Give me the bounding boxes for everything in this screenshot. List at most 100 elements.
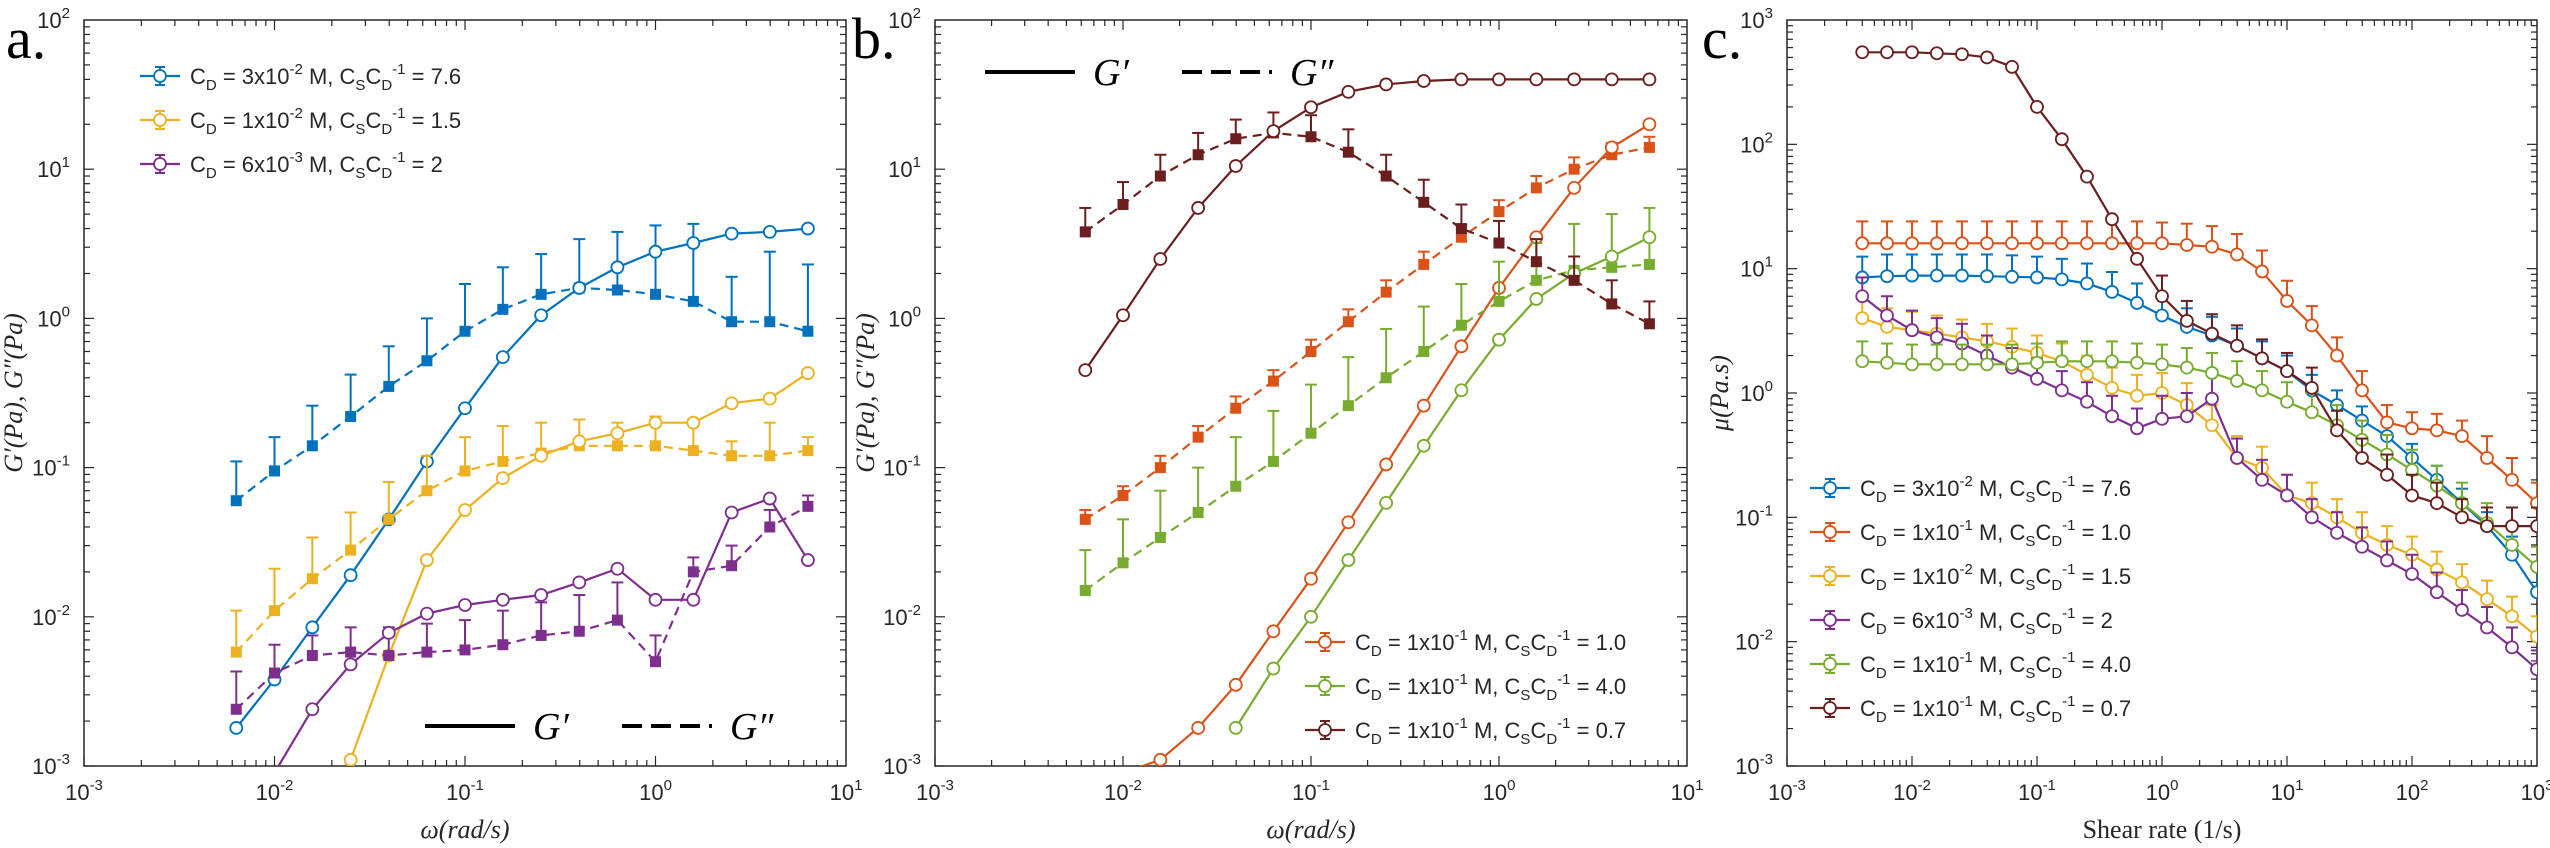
data-point (2030, 355, 2044, 370)
data-point (1228, 159, 1243, 173)
axis-ticks (934, 20, 1687, 767)
y-tick-label: 10-1 (1735, 502, 1773, 530)
legend-part: S (2025, 577, 2035, 594)
data-point (1418, 345, 1430, 357)
legend-part: -2 (290, 105, 303, 122)
data-point (610, 561, 625, 576)
data-point (1493, 237, 1505, 249)
data-point (802, 500, 814, 512)
data-point (2304, 405, 2319, 420)
legend-part: -1 (1960, 649, 1973, 666)
data-point (458, 598, 472, 612)
data-point (1228, 721, 1243, 735)
solid-line-label: G′ (533, 706, 569, 748)
axes-box (934, 19, 1688, 767)
data-point (459, 325, 471, 337)
data-point (2155, 357, 2169, 372)
data-point (534, 308, 549, 323)
data-point (2480, 620, 2494, 635)
legend-part: = 1x10 (217, 108, 290, 133)
data-point (273, 765, 276, 766)
legend-part: C (2035, 608, 2051, 633)
series-gp-0 (1079, 117, 1657, 795)
legend-part: C (190, 108, 206, 133)
data-point (2455, 575, 2469, 590)
series-gpp-2 (1079, 111, 1656, 330)
legend-part: = 0.7 (1571, 718, 1627, 743)
legend-marker (1823, 525, 1837, 539)
data-point (686, 592, 701, 607)
data-point (1454, 339, 1469, 354)
data-point (2179, 360, 2194, 375)
series-line (1084, 131, 1650, 325)
legend-part: C (365, 108, 381, 133)
series-mu-3 (1855, 276, 2537, 677)
data-point (230, 495, 242, 507)
data-point (762, 224, 777, 239)
legend-part: D (1876, 665, 1887, 682)
data-point (2530, 585, 2537, 600)
data-point (2405, 567, 2419, 581)
legend-part: C (2035, 696, 2051, 721)
data-point (2054, 272, 2069, 287)
data-point (497, 303, 509, 315)
data-point (343, 657, 358, 672)
legend-part: -2 (1960, 473, 1973, 490)
data-point (383, 380, 395, 392)
data-point (269, 667, 280, 679)
data-point (2205, 239, 2219, 254)
data-point (2429, 423, 2444, 438)
data-point (2405, 488, 2419, 503)
series-gp-2 (1078, 72, 1657, 378)
data-point (2455, 429, 2469, 444)
data-point (2080, 367, 2094, 382)
legend-item: CD = 1x10-1 M, CSCD-1 = 0.7 (1305, 715, 1626, 748)
legend-part: = 0.7 (2076, 696, 2132, 721)
series-gpp-2 (230, 494, 814, 715)
data-point (724, 505, 739, 520)
data-point (2280, 394, 2294, 409)
data-point (1606, 298, 1618, 310)
data-point (1855, 236, 1870, 251)
data-point (724, 396, 739, 411)
data-point (1529, 72, 1544, 87)
series-line (235, 444, 809, 653)
legend-part: D (2051, 489, 2062, 506)
legend-part: D (381, 165, 392, 182)
data-point (1079, 783, 1091, 795)
data-point (1117, 490, 1129, 502)
data-point (1116, 308, 1130, 323)
legend-part: -1 (2062, 605, 2075, 622)
data-point (1153, 752, 1168, 766)
data-point (1078, 363, 1093, 378)
data-point (2280, 364, 2294, 379)
x-axis-title: Shear rate (1/s) (2083, 815, 2242, 844)
data-point (459, 644, 471, 656)
data-point (1643, 141, 1655, 153)
data-point (1154, 462, 1166, 474)
data-point (764, 450, 776, 462)
legend-part: S (2025, 533, 2035, 550)
series-line (1084, 78, 1650, 371)
legend-part: = 3x10 (217, 64, 290, 89)
x-tick-label: 10-2 (1104, 777, 1142, 805)
data-point (1305, 345, 1317, 357)
series-line (277, 497, 809, 766)
legend-marker (1823, 569, 1837, 583)
data-point (2105, 285, 2119, 299)
legend-part: M, C (303, 64, 356, 89)
series-line (1861, 295, 2537, 671)
series-gpp-0 (1079, 135, 1656, 525)
data-point (1416, 398, 1431, 413)
data-point (2005, 236, 2019, 251)
data-point (2355, 383, 2369, 398)
data-point (724, 226, 739, 241)
data-point (2380, 415, 2394, 430)
data-point (2030, 270, 2044, 285)
x-tick-label: 101 (2271, 777, 2304, 805)
data-point (1342, 146, 1354, 158)
data-point (1230, 133, 1242, 145)
data-point (1492, 72, 1506, 87)
data-point (2030, 100, 2044, 114)
legend-item: CD = 1x10-2 M, CSCD-1 = 1.5 (140, 105, 461, 138)
